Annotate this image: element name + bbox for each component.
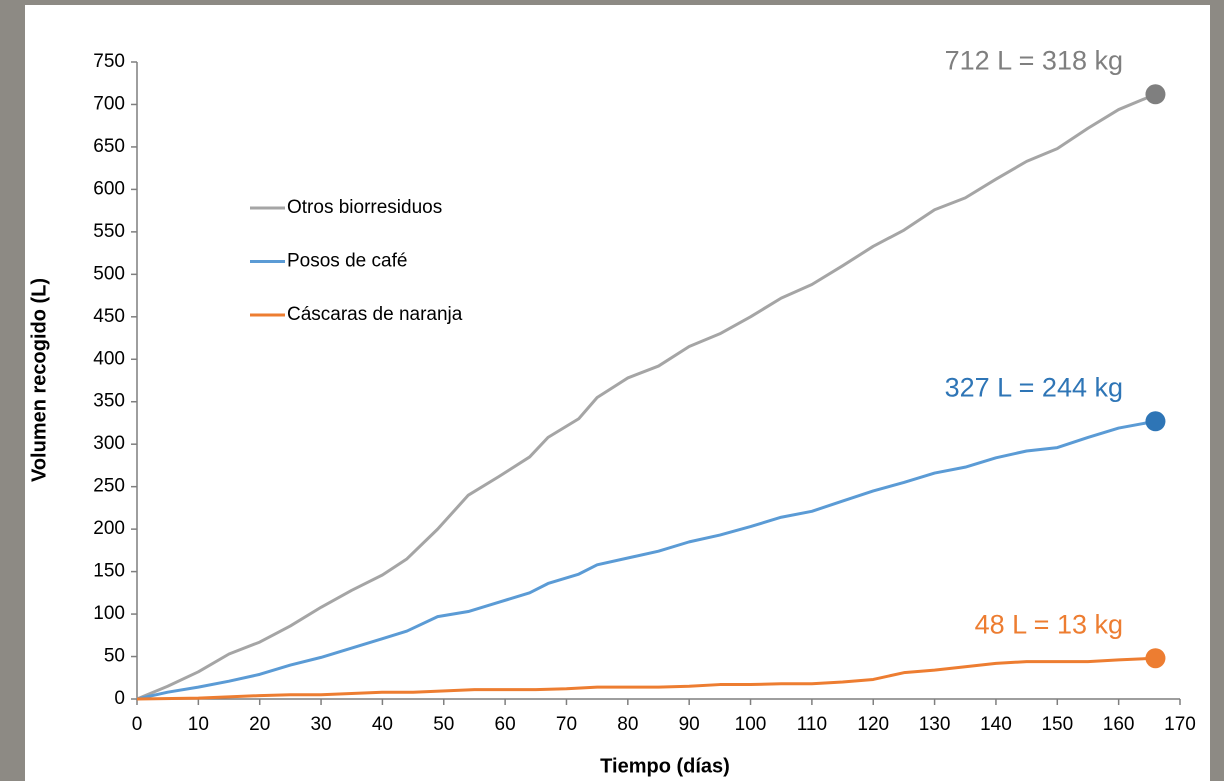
y-tick-label: 650 (93, 136, 125, 157)
y-tick-label: 200 (93, 518, 125, 539)
end-annotation: 48 L = 13 kg (975, 609, 1123, 639)
y-tick-label: 500 (93, 263, 125, 284)
end-annotation: 712 L = 318 kg (945, 45, 1123, 75)
y-tick-label: 50 (104, 646, 125, 667)
y-axis-title: Volumen recogido (L) (28, 278, 50, 482)
x-tick-label: 120 (857, 714, 889, 735)
y-tick-label: 550 (93, 221, 125, 242)
x-tick-label: 30 (310, 714, 331, 735)
y-tick-label: 150 (93, 561, 125, 582)
y-tick-label: 100 (93, 603, 125, 624)
x-tick-label: 110 (797, 714, 827, 735)
y-tick-label: 250 (93, 476, 125, 497)
x-tick-label: 130 (919, 714, 951, 735)
end-point (1145, 411, 1165, 431)
y-tick-label: 300 (93, 433, 125, 454)
x-axis-title: Tiempo (días) (600, 755, 730, 777)
page: {"chart_data": {"type": "line", "x_label… (0, 0, 1224, 781)
x-tick-label: 70 (556, 714, 577, 735)
chart: Tiempo (días) Volumen recogido (L) 0 50 10… (0, 0, 1224, 781)
legend-label: Cáscaras de naranja (287, 304, 463, 325)
legend-label: Otros biorresiduos (287, 197, 442, 218)
y-tick-label: 700 (93, 93, 125, 114)
x-tick-label: 40 (372, 714, 393, 735)
end-point (1145, 84, 1165, 104)
y-tick-label: 750 (93, 51, 125, 72)
x-tick-label: 0 (132, 714, 143, 735)
end-annotation: 327 L = 244 kg (945, 372, 1123, 402)
x-tick-label: 10 (188, 714, 209, 735)
y-tick-label: 600 (93, 178, 125, 199)
x-tick-label: 160 (1103, 714, 1135, 735)
y-tick-label: 400 (93, 348, 125, 369)
x-tick-label: 20 (249, 714, 270, 735)
x-tick-label: 170 (1164, 714, 1196, 735)
x-tick-label: 140 (980, 714, 1012, 735)
end-point (1145, 648, 1165, 668)
y-tick-label: 450 (93, 306, 125, 327)
x-tick-label: 90 (679, 714, 700, 735)
legend-label: Posos de café (287, 251, 407, 272)
y-tick-label: 0 (114, 688, 125, 709)
x-tick-label: 150 (1041, 714, 1073, 735)
x-tick-label: 60 (495, 714, 516, 735)
x-tick-label: 80 (617, 714, 638, 735)
y-tick-label: 350 (93, 391, 125, 412)
x-tick-label: 50 (433, 714, 454, 735)
x-tick-label: 100 (735, 714, 767, 735)
